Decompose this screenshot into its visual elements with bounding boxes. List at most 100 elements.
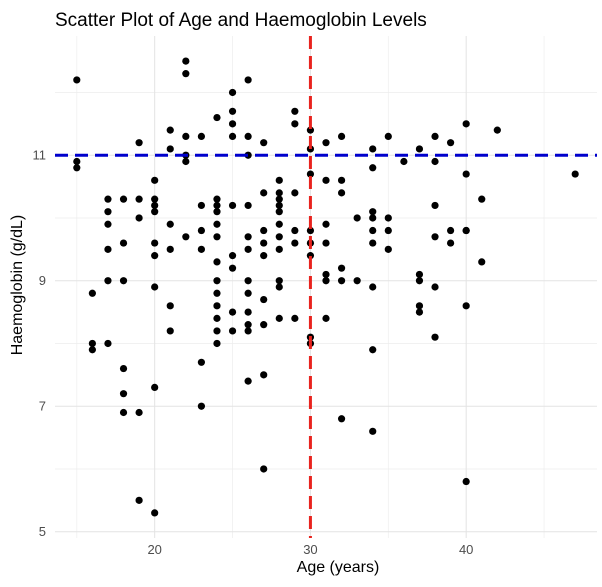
scatter-point <box>446 139 455 147</box>
scatter-point <box>135 496 143 504</box>
scatter-point <box>244 289 252 297</box>
scatter-point <box>337 176 346 184</box>
scatter-point <box>244 377 252 385</box>
scatter-point <box>244 245 252 253</box>
scatter-point <box>228 120 237 128</box>
scatter-point <box>337 132 346 140</box>
scatter-point <box>415 145 424 153</box>
scatter-point <box>415 308 424 316</box>
scatter-point <box>431 132 439 140</box>
scatter-point <box>260 139 268 147</box>
scatter-point <box>291 239 299 247</box>
scatter-point <box>228 252 237 260</box>
scatter-point <box>182 57 190 65</box>
scatter-point <box>88 339 96 348</box>
scatter-point <box>73 157 81 166</box>
scatter-point <box>213 339 221 348</box>
scatter-point <box>119 239 128 247</box>
scatter-point <box>478 195 486 203</box>
scatter-point <box>228 107 237 115</box>
scatter-point <box>135 139 143 147</box>
scatter-point <box>213 208 221 216</box>
scatter-point <box>244 321 252 329</box>
scatter-point <box>228 132 237 140</box>
x-tick-label: 40 <box>459 542 473 557</box>
scatter-point <box>260 371 268 379</box>
scatter-point <box>213 233 221 241</box>
scatter-point <box>244 76 252 84</box>
scatter-point <box>151 509 159 517</box>
scatter-point <box>182 132 190 140</box>
scatter-point <box>384 245 392 253</box>
scatter-point <box>151 201 159 210</box>
scatter-point <box>119 277 128 285</box>
scatter-point <box>384 214 392 222</box>
scatter-point <box>260 226 268 235</box>
scatter-point <box>291 226 299 235</box>
scatter-point <box>104 220 112 228</box>
scatter-point <box>104 245 112 253</box>
scatter-point <box>228 201 237 210</box>
scatter-point <box>400 157 408 166</box>
scatter-point <box>415 277 424 285</box>
scatter-point <box>275 245 283 253</box>
scatter-point <box>244 233 252 241</box>
scatter-point <box>104 339 112 348</box>
scatter-point <box>462 302 470 310</box>
scatter-point <box>197 402 206 410</box>
scatter-point <box>166 245 174 253</box>
scatter-point <box>322 314 330 322</box>
scatter-point <box>275 189 283 197</box>
scatter-point <box>446 226 455 235</box>
scatter-point <box>104 208 112 216</box>
scatter-point <box>166 220 174 228</box>
scatter-point <box>119 390 128 398</box>
scatter-point <box>275 176 283 184</box>
x-axis-label: Age (years) <box>297 559 380 576</box>
y-tick-label: 5 <box>39 524 46 539</box>
scatter-point <box>260 465 268 473</box>
y-tick-label: 9 <box>39 273 46 288</box>
scatter-point <box>369 226 377 235</box>
scatter-point <box>260 252 268 260</box>
scatter-point <box>244 132 252 140</box>
x-tick-label: 30 <box>303 542 317 557</box>
scatter-point <box>213 314 221 322</box>
scatter-point <box>291 120 299 128</box>
scatter-point <box>369 427 377 435</box>
scatter-point <box>228 264 237 272</box>
scatter-point <box>322 277 330 285</box>
scatter-point <box>571 170 579 178</box>
scatter-point <box>478 258 486 266</box>
scatter-point <box>384 226 392 235</box>
scatter-point <box>213 220 221 228</box>
x-tick-label: 20 <box>147 542 161 557</box>
scatter-point <box>275 220 283 228</box>
scatter-point <box>369 145 377 153</box>
scatter-point <box>431 157 439 166</box>
scatter-point <box>337 415 346 423</box>
scatter-point <box>182 157 190 166</box>
scatter-point <box>337 277 346 285</box>
scatter-point <box>260 189 268 197</box>
scatter-point <box>182 70 190 78</box>
scatter-point <box>369 214 377 222</box>
scatter-point <box>104 195 112 203</box>
scatter-point <box>462 120 470 128</box>
scatter-point <box>275 201 283 210</box>
scatter-point <box>197 358 206 366</box>
scatter-point <box>260 321 268 329</box>
scatter-point <box>493 126 501 134</box>
chart-title: Scatter Plot of Age and Haemoglobin Leve… <box>55 10 427 31</box>
x-axis-ticks: 20 30 40 <box>147 542 473 557</box>
scatter-point <box>446 239 455 247</box>
scatter-point <box>151 283 159 291</box>
scatter-point <box>119 408 128 417</box>
scatter-point <box>151 195 159 203</box>
scatter-point <box>166 145 174 153</box>
scatter-point <box>462 477 470 486</box>
y-axis-ticks: 5 7 9 11 <box>33 148 47 539</box>
scatter-point <box>322 220 330 228</box>
